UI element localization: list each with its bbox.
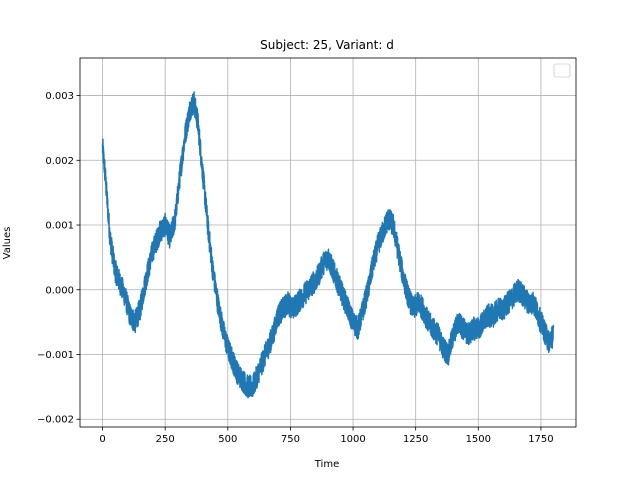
y-tick-label: 0.002 xyxy=(45,156,74,167)
y-tick-label: −0.002 xyxy=(37,415,74,426)
y-tick-label: −0.001 xyxy=(37,350,74,361)
chart-title: Subject: 25, Variant: d xyxy=(260,38,394,52)
x-tick-label: 1000 xyxy=(340,434,365,445)
y-axis: −0.002 −0.001 0.000 0.001 0.002 0.003 xyxy=(37,91,80,426)
x-tick-label: 1750 xyxy=(528,434,553,445)
x-tick-label: 1250 xyxy=(403,434,428,445)
series-line xyxy=(101,91,555,399)
x-tick-label: 1500 xyxy=(466,434,491,445)
y-axis-title: Values xyxy=(2,227,13,260)
legend-box xyxy=(553,63,571,78)
x-tick-label: 500 xyxy=(218,434,237,445)
series-layer xyxy=(101,91,555,399)
y-tick-label: 0.003 xyxy=(45,91,74,102)
x-axis: 0 250 500 750 1000 1250 1500 1750 xyxy=(99,427,554,445)
x-tick-label: 250 xyxy=(156,434,175,445)
x-tick-label: 0 xyxy=(99,434,105,445)
x-tick-label: 750 xyxy=(281,434,300,445)
x-axis-title: Time xyxy=(314,459,339,470)
y-tick-label: 0.000 xyxy=(45,285,74,296)
legend xyxy=(553,63,571,78)
y-tick-label: 0.001 xyxy=(45,221,74,232)
plot-frame xyxy=(79,57,577,428)
